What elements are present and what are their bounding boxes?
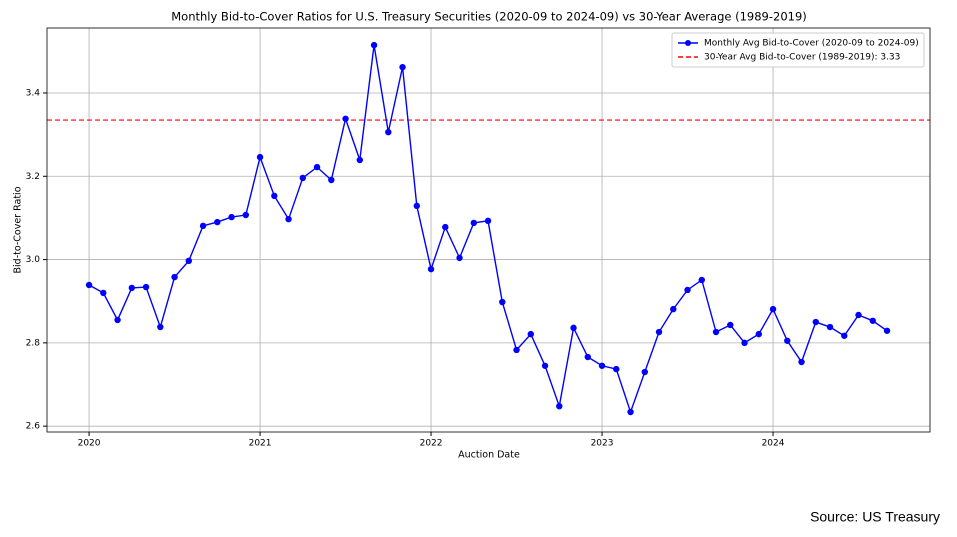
data-point (285, 215, 292, 223)
data-point (584, 353, 591, 361)
data-point (755, 330, 762, 338)
data-point (556, 402, 563, 410)
data-point (171, 273, 178, 281)
data-point (812, 318, 819, 326)
data-point (627, 408, 634, 416)
plot-frame (46, 27, 931, 433)
data-point (698, 276, 705, 284)
data-point (470, 219, 477, 227)
data-point (527, 330, 534, 338)
data-point (313, 163, 321, 171)
data-point (242, 211, 250, 219)
data-point (114, 316, 121, 324)
data-point (855, 311, 862, 319)
data-point (185, 257, 193, 265)
data-point (85, 281, 93, 289)
data-point (769, 305, 777, 313)
data-point (741, 339, 748, 347)
source: Source: US Treasury (810, 509, 940, 525)
data-point (598, 362, 606, 369)
data-point (456, 254, 463, 262)
data-point (499, 298, 506, 306)
series-line (88, 44, 888, 415)
y-tick-label: 2.6 (26, 422, 41, 432)
x-axis-label: Auction Date (458, 450, 520, 461)
data-point (427, 265, 435, 273)
legend-box (671, 32, 925, 68)
legend-marker (685, 40, 691, 46)
data-point (214, 218, 221, 226)
x-tick-label: 2024 (762, 439, 785, 449)
x-tick-label: 2021 (249, 439, 272, 449)
y-tick-label: 3.0 (26, 255, 41, 265)
data-point (613, 365, 620, 373)
data-point (342, 115, 349, 122)
data-point (684, 286, 691, 294)
data-point (641, 368, 648, 376)
data-point (356, 156, 363, 164)
y-axis-label: Bid-to-Cover Ratio (13, 186, 24, 273)
legend-label: Monthly Avg Bid-to-Cover (2020-09 to 202… (704, 39, 919, 49)
data-point (798, 358, 805, 366)
y-tick-label: 2.8 (26, 338, 41, 348)
data-point (541, 362, 549, 369)
data-point (271, 192, 278, 200)
data-point (712, 328, 720, 336)
data-point (128, 284, 136, 292)
data-point (399, 63, 406, 71)
y-tick-label: 3.2 (26, 172, 40, 182)
data-point (513, 346, 520, 354)
data-point (670, 305, 677, 313)
x-tick-label: 2022 (420, 439, 443, 449)
data-point (142, 283, 150, 291)
data-point (413, 202, 421, 210)
data-point (869, 317, 876, 324)
legend-label: 30-Year Avg Bid-to-Cover (1989-2019): 3.… (704, 53, 900, 63)
data-point (256, 153, 264, 161)
data-point (484, 217, 492, 225)
y-tick-label: 3.4 (26, 88, 41, 98)
chart-title: Monthly Bid-to-Cover Ratios for U.S. Tre… (171, 10, 807, 24)
data-point (570, 324, 577, 332)
data-point (655, 328, 663, 336)
data-point (841, 332, 848, 339)
data-point (442, 223, 449, 231)
x-tick-label: 2020 (78, 439, 101, 449)
data-point (228, 213, 235, 221)
data-point (727, 321, 734, 329)
data-point (157, 323, 164, 331)
data-point (328, 176, 335, 184)
data-point (784, 337, 791, 344)
data-point (826, 323, 834, 331)
data-point (100, 289, 107, 297)
data-point (385, 128, 392, 136)
data-point (199, 222, 207, 230)
data-point (299, 174, 307, 182)
data-point (883, 327, 891, 334)
x-tick-label: 2023 (591, 439, 614, 449)
data-point (370, 41, 378, 49)
